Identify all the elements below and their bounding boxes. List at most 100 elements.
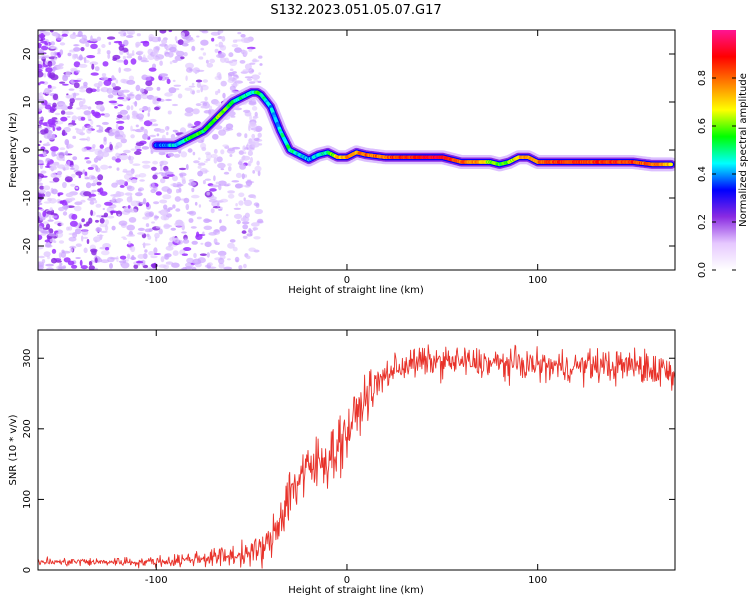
noise-speckle <box>91 189 97 193</box>
noise-speckle <box>96 234 104 237</box>
noise-speckle <box>195 103 202 107</box>
noise-speckle <box>126 253 131 260</box>
colorbar: 0.0 0.2 0.4 0.6 0.8 Normalized spectral ampl… <box>697 30 749 278</box>
noise-speckle <box>167 152 175 157</box>
noise-speckle <box>69 248 74 252</box>
noise-speckle <box>166 131 169 136</box>
snr-ytick-label: 300 <box>22 349 33 368</box>
spectrogram-ytick-label: 20 <box>22 48 33 61</box>
noise-speckle <box>116 210 123 217</box>
noise-speckle <box>193 160 200 164</box>
noise-speckle <box>253 137 260 141</box>
noise-speckle <box>165 98 172 102</box>
noise-speckle <box>89 38 99 42</box>
noise-speckle <box>94 200 98 204</box>
noise-speckle <box>44 31 51 36</box>
noise-speckle <box>55 260 62 263</box>
noise-speckle <box>191 266 197 270</box>
noise-speckle <box>217 202 220 208</box>
noise-speckle <box>240 34 246 38</box>
noise-speckle <box>151 263 157 269</box>
noise-speckle <box>42 210 47 218</box>
noise-speckle <box>90 72 99 76</box>
noise-speckle <box>65 150 69 156</box>
noise-speckle <box>86 136 91 142</box>
noise-speckle <box>168 30 173 33</box>
noise-speckle <box>183 52 188 57</box>
noise-speckle <box>220 80 227 87</box>
noise-speckle <box>100 230 108 233</box>
noise-speckle <box>135 142 145 147</box>
noise-speckle <box>209 188 217 192</box>
noise-speckle <box>165 245 174 251</box>
noise-speckle <box>38 116 44 120</box>
noise-speckle <box>114 130 120 138</box>
noise-speckle <box>73 205 82 212</box>
noise-speckle <box>215 90 219 96</box>
noise-speckle <box>147 106 151 113</box>
noise-speckle <box>217 30 224 34</box>
noise-speckle <box>214 229 220 233</box>
noise-speckle <box>75 186 79 190</box>
noise-speckle <box>198 204 202 208</box>
noise-speckle <box>217 250 227 256</box>
noise-speckle <box>158 151 166 156</box>
noise-speckle <box>108 132 115 137</box>
noise-speckle <box>129 159 134 165</box>
noise-speckle <box>227 242 235 249</box>
noise-speckle <box>39 140 42 143</box>
noise-speckle <box>252 170 256 174</box>
noise-speckle <box>38 234 43 241</box>
noise-speckle <box>172 59 178 63</box>
noise-speckle <box>45 191 51 198</box>
noise-speckle <box>196 89 201 93</box>
noise-speckle <box>109 144 113 151</box>
noise-speckle <box>214 48 219 53</box>
noise-speckle <box>60 222 64 226</box>
noise-speckle <box>97 80 103 87</box>
noise-speckle <box>96 124 101 128</box>
noise-speckle <box>81 235 84 242</box>
noise-speckle <box>43 185 51 191</box>
noise-speckle <box>85 182 92 189</box>
spectrogram-ytick-label: 0 <box>22 147 33 153</box>
noise-speckle <box>184 107 194 113</box>
noise-speckle <box>71 173 76 178</box>
noise-speckle <box>201 30 209 34</box>
noise-speckle <box>251 106 258 111</box>
noise-speckle <box>202 180 206 185</box>
noise-speckle <box>39 185 45 190</box>
noise-speckle <box>106 50 111 55</box>
noise-speckle <box>38 63 43 69</box>
noise-speckle <box>196 231 200 238</box>
noise-speckle <box>90 175 96 180</box>
colorbar-tick-label: 0.6 <box>697 118 708 134</box>
noise-speckle <box>244 147 249 150</box>
noise-speckle <box>167 110 172 115</box>
noise-speckle <box>49 30 54 33</box>
noise-speckle <box>192 151 196 156</box>
noise-speckle <box>52 102 57 108</box>
noise-speckle <box>178 167 187 171</box>
noise-speckle <box>208 266 217 269</box>
noise-speckle <box>68 236 77 242</box>
noise-speckle <box>232 246 238 252</box>
noise-speckle <box>94 257 98 263</box>
noise-speckle <box>253 202 260 207</box>
noise-speckle <box>244 133 248 139</box>
noise-speckle <box>156 133 160 137</box>
noise-speckle <box>101 121 109 125</box>
noise-speckle <box>170 227 176 231</box>
noise-speckle <box>210 184 220 188</box>
noise-speckle <box>105 219 109 226</box>
noise-speckle <box>246 78 253 81</box>
colorbar-bar <box>712 30 736 270</box>
noise-speckle <box>154 172 159 175</box>
noise-speckle <box>59 49 64 56</box>
noise-speckle <box>174 196 181 202</box>
noise-speckle <box>38 37 42 41</box>
snr-xtick-label: 0 <box>344 575 350 586</box>
noise-speckle <box>180 32 185 38</box>
noise-speckle <box>38 176 42 183</box>
noise-speckle <box>59 42 66 46</box>
